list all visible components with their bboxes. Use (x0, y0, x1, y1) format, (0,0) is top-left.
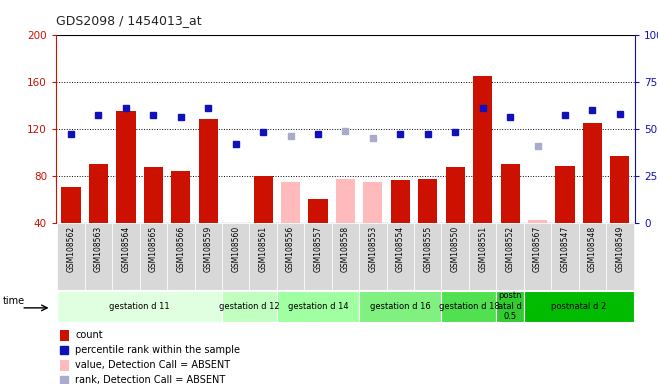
Text: GSM108547: GSM108547 (561, 226, 569, 272)
Text: gestation d 16: gestation d 16 (370, 302, 431, 311)
Bar (222, 223, 249, 290)
Text: percentile rank within the sample: percentile rank within the sample (76, 345, 240, 355)
Text: GSM108556: GSM108556 (286, 226, 295, 272)
Bar (524, 223, 551, 290)
Text: GSM108564: GSM108564 (122, 226, 130, 272)
Bar (442, 291, 496, 322)
Bar (60, 330, 69, 341)
Bar (281, 182, 300, 223)
Text: GSM108562: GSM108562 (66, 226, 76, 272)
Text: rank, Detection Call = ABSENT: rank, Detection Call = ABSENT (76, 375, 226, 384)
Bar (473, 76, 492, 223)
Bar (501, 164, 520, 223)
Bar (336, 179, 355, 223)
Text: GSM108554: GSM108554 (396, 226, 405, 272)
Text: GSM108563: GSM108563 (94, 226, 103, 272)
Bar (391, 180, 410, 223)
Text: time: time (3, 296, 25, 306)
Bar (496, 291, 524, 322)
Bar (60, 360, 69, 371)
Text: count: count (76, 330, 103, 340)
Bar (606, 223, 634, 290)
Bar (332, 223, 359, 290)
Bar (583, 123, 602, 223)
Text: gestation d 12: gestation d 12 (219, 302, 280, 311)
Text: GSM108557: GSM108557 (313, 226, 322, 272)
Bar (199, 119, 218, 223)
Bar (171, 171, 190, 223)
Bar (555, 166, 574, 223)
Text: gestation d 14: gestation d 14 (288, 302, 348, 311)
Text: GSM108559: GSM108559 (204, 226, 213, 272)
Bar (551, 223, 579, 290)
Bar (143, 167, 163, 223)
Bar (112, 223, 139, 290)
Text: postnatal d 2: postnatal d 2 (551, 302, 606, 311)
Text: gestation d 11: gestation d 11 (109, 302, 170, 311)
Text: GSM108561: GSM108561 (259, 226, 268, 272)
Bar (496, 223, 524, 290)
Bar (253, 176, 272, 223)
Bar (57, 291, 222, 322)
Text: postn
atal d
0.5: postn atal d 0.5 (498, 291, 522, 321)
Text: GSM108555: GSM108555 (423, 226, 432, 272)
Text: GSM108560: GSM108560 (231, 226, 240, 272)
Text: value, Detection Call = ABSENT: value, Detection Call = ABSENT (76, 360, 230, 370)
Text: GSM108565: GSM108565 (149, 226, 158, 272)
Bar (359, 291, 442, 322)
Bar (249, 223, 277, 290)
Text: GSM108567: GSM108567 (533, 226, 542, 272)
Bar (442, 223, 469, 290)
Text: GSM108566: GSM108566 (176, 226, 186, 272)
Bar (139, 223, 167, 290)
Bar (359, 223, 387, 290)
Bar (195, 223, 222, 290)
Bar (57, 223, 85, 290)
Bar (89, 164, 108, 223)
Bar (309, 199, 328, 223)
Bar (85, 223, 112, 290)
Text: GSM108549: GSM108549 (615, 226, 624, 272)
Text: GSM108551: GSM108551 (478, 226, 487, 272)
Bar (167, 223, 195, 290)
Bar (610, 156, 630, 223)
Bar (61, 187, 81, 223)
Bar (363, 182, 382, 223)
Bar (277, 291, 359, 322)
Text: GDS2098 / 1454013_at: GDS2098 / 1454013_at (56, 14, 201, 27)
Text: GSM108548: GSM108548 (588, 226, 597, 272)
Bar (387, 223, 414, 290)
Bar (414, 223, 442, 290)
Bar (579, 223, 606, 290)
Bar (222, 291, 277, 322)
Text: GSM108552: GSM108552 (505, 226, 515, 272)
Bar (277, 223, 304, 290)
Bar (528, 220, 547, 223)
Text: GSM108558: GSM108558 (341, 226, 350, 272)
Text: GSM108550: GSM108550 (451, 226, 460, 272)
Text: gestation d 18: gestation d 18 (439, 302, 499, 311)
Bar (116, 111, 136, 223)
Bar (524, 291, 634, 322)
Bar (445, 167, 465, 223)
Text: GSM108553: GSM108553 (368, 226, 378, 272)
Bar (469, 223, 496, 290)
Bar (418, 179, 438, 223)
Bar (304, 223, 332, 290)
